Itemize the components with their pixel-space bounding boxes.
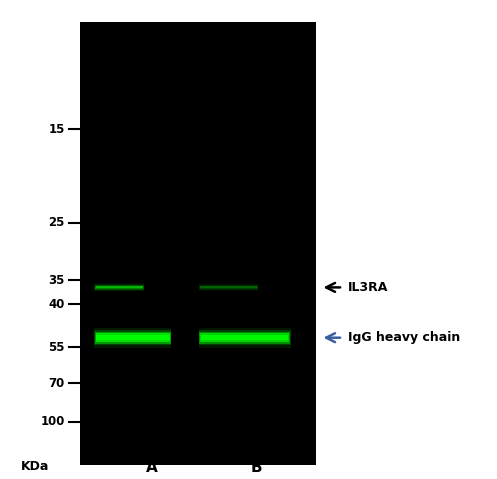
Text: 40: 40 xyxy=(48,297,65,311)
Text: IgG heavy chain: IgG heavy chain xyxy=(348,331,460,344)
Bar xyxy=(199,285,258,290)
Bar xyxy=(95,331,171,344)
Bar xyxy=(200,285,257,289)
Bar xyxy=(80,22,316,465)
Bar xyxy=(94,285,144,290)
Bar xyxy=(95,333,170,342)
Bar xyxy=(200,286,257,288)
Bar xyxy=(94,285,144,290)
Bar xyxy=(94,284,144,291)
Text: B: B xyxy=(250,460,262,475)
Bar xyxy=(199,330,291,345)
Text: 100: 100 xyxy=(40,415,65,428)
Bar xyxy=(200,333,289,342)
Bar xyxy=(95,286,143,288)
Text: 35: 35 xyxy=(48,274,65,287)
Bar xyxy=(96,335,169,340)
Text: KDa: KDa xyxy=(20,460,49,473)
Bar xyxy=(94,330,171,345)
Text: 70: 70 xyxy=(48,376,65,390)
Text: A: A xyxy=(146,460,158,475)
Bar xyxy=(199,284,258,291)
Bar xyxy=(199,328,291,348)
Bar xyxy=(95,285,144,289)
Bar xyxy=(199,285,258,290)
Text: IL3RA: IL3RA xyxy=(348,281,388,294)
Bar xyxy=(94,328,171,348)
Text: 15: 15 xyxy=(48,123,65,136)
Bar xyxy=(201,335,288,340)
Text: 55: 55 xyxy=(48,341,65,354)
Text: 25: 25 xyxy=(48,216,65,229)
Bar xyxy=(199,331,290,344)
